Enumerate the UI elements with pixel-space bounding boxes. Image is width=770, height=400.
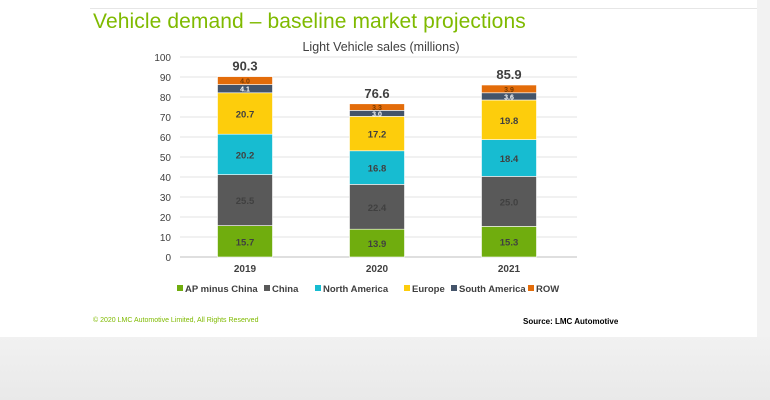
right-edge-strip — [757, 0, 770, 337]
chart-title: Light Vehicle sales (millions) — [302, 40, 460, 54]
legend-swatch — [451, 285, 457, 291]
data-label: 4.1 — [240, 87, 250, 94]
legend-label: ROW — [536, 284, 559, 295]
data-label: 25.5 — [236, 196, 255, 207]
data-label: 3.3 — [372, 105, 382, 112]
top-rule — [90, 8, 757, 9]
bar-segment — [217, 92, 273, 135]
total-label: 76.6 — [364, 86, 389, 101]
legend-swatch — [177, 285, 183, 291]
bar-segment — [481, 99, 537, 140]
page-title: Vehicle demand – baseline market project… — [93, 10, 526, 33]
x-tick-label: 2021 — [498, 264, 521, 275]
bar-segment — [481, 176, 537, 227]
bar-segment — [349, 103, 405, 111]
data-label: 16.8 — [368, 164, 387, 175]
data-label: 18.4 — [500, 154, 519, 165]
stacked-bar-chart: 0 10 20 30 40 50 60 70 80 90 100 15.7 25.5 20.2 20.7 4.… — [154, 53, 577, 295]
y-tick-label: 10 — [160, 233, 172, 244]
bar-segment — [217, 174, 273, 226]
legend-label: AP minus China — [185, 284, 258, 295]
footer-band — [0, 337, 770, 400]
bar-segment — [349, 184, 405, 230]
legend-label: North America — [323, 284, 389, 295]
data-label: 22.4 — [368, 203, 387, 214]
bar-segment — [217, 225, 273, 258]
bar-segment — [217, 133, 273, 175]
data-label: 15.3 — [500, 238, 519, 249]
total-label: 85.9 — [496, 67, 521, 82]
y-tick-label: 40 — [160, 173, 172, 184]
legend-swatch — [264, 285, 270, 291]
legend-label: Europe — [412, 284, 445, 295]
total-label: 90.3 — [232, 59, 257, 74]
y-tick-label: 0 — [165, 253, 171, 264]
x-tick-label: 2020 — [366, 264, 389, 275]
data-label: 25.0 — [500, 197, 519, 208]
bar-segment — [481, 84, 537, 94]
y-tick-label: 50 — [160, 153, 172, 164]
data-label: 15.7 — [236, 237, 255, 248]
copyright-notice: © 2020 LMC Automotive Limited, All Right… — [93, 317, 259, 324]
y-tick-label: 60 — [160, 133, 172, 144]
y-tick-label: 70 — [160, 113, 172, 124]
source-note: Source: LMC Automotive — [523, 317, 619, 326]
bar-segment — [217, 76, 273, 85]
legend-label: China — [272, 284, 299, 295]
data-label: 3.9 — [504, 87, 514, 94]
y-tick-label: 100 — [154, 53, 171, 64]
legend-swatch — [528, 285, 534, 291]
y-tick-label: 20 — [160, 213, 172, 224]
y-tick-label: 30 — [160, 193, 172, 204]
data-label: 4.0 — [240, 79, 250, 86]
data-label: 20.2 — [236, 150, 255, 161]
legend-label: South America — [459, 284, 526, 295]
data-label: 3.6 — [504, 94, 514, 101]
y-tick-label: 80 — [160, 93, 172, 104]
bar-segment — [349, 228, 405, 258]
data-label: 17.2 — [368, 130, 387, 141]
bar-segment — [349, 116, 405, 152]
legend-swatch — [315, 285, 321, 291]
bar-segment — [481, 139, 537, 177]
data-label: 20.7 — [236, 110, 255, 121]
data-label: 19.8 — [500, 116, 519, 127]
data-label: 3.0 — [372, 111, 382, 118]
bar-segment — [349, 150, 405, 185]
y-tick-label: 90 — [160, 73, 172, 84]
legend-swatch — [404, 285, 410, 291]
bar-segment — [481, 226, 537, 258]
data-label: 13.9 — [368, 239, 387, 250]
x-tick-label: 2019 — [234, 264, 257, 275]
